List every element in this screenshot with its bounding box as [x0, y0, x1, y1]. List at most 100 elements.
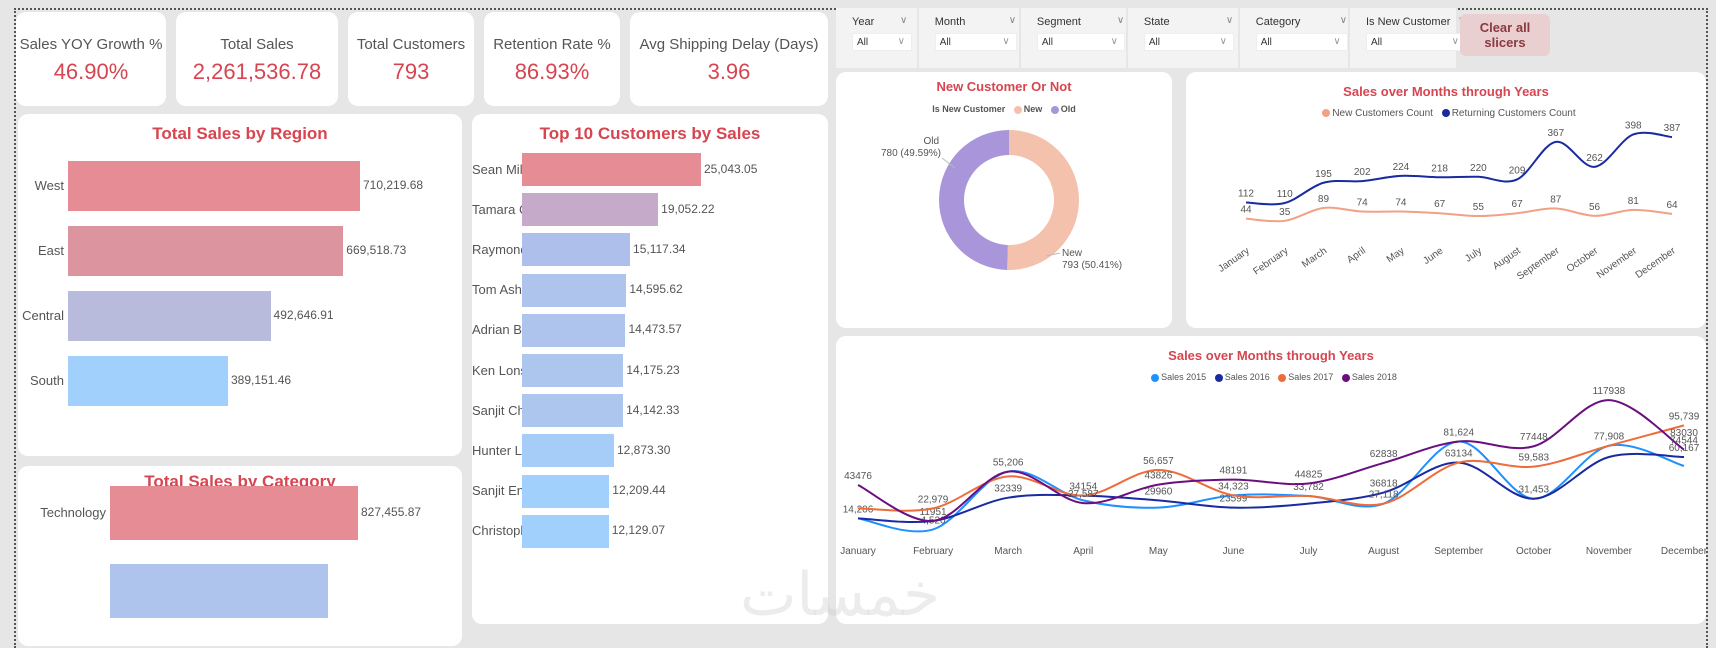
data-label: 27,118 — [1369, 490, 1399, 501]
legend-label[interactable]: New Customers Count — [1332, 108, 1433, 119]
data-label: 74544 — [1670, 436, 1698, 447]
slicer-dropdown[interactable]: All ∨ — [1143, 33, 1234, 51]
legend-dot-new — [1013, 105, 1022, 114]
data-label: 32339 — [994, 484, 1022, 495]
customers-line-card: Sales over Months through Years New Cust… — [1186, 72, 1706, 328]
slicer-label: Segment — [1036, 16, 1081, 28]
legend-label-new[interactable]: New — [1023, 104, 1043, 114]
chevron-down-icon: ∨ — [1333, 36, 1341, 47]
slicer-segment[interactable]: Segment ∨ All ∨ — [1021, 8, 1128, 68]
data-label: 367 — [1547, 128, 1564, 139]
legend-label[interactable]: Sales 2018 — [1351, 372, 1397, 382]
chevron-down-icon: ∨ — [1002, 36, 1010, 47]
bar-value-label: 389,151.46 — [230, 373, 292, 387]
bar[interactable] — [522, 273, 627, 307]
data-label: 224 — [1393, 162, 1410, 173]
x-axis-tick-label: September — [1434, 546, 1484, 557]
bar[interactable] — [522, 193, 659, 227]
legend-label[interactable]: Sales 2017 — [1288, 372, 1334, 382]
bar[interactable] — [522, 153, 701, 186]
donut-leader-line — [941, 157, 956, 169]
top10-chart-card: Top 10 Customers by Sales Sean Miller 25,… — [472, 114, 828, 624]
series-line-sales-2016[interactable] — [857, 452, 1685, 524]
data-label: 44825 — [1295, 469, 1323, 480]
kpi-value: 86.93% — [514, 59, 590, 84]
chevron-down-icon[interactable]: ∨ — [900, 15, 908, 26]
series-line-new-customers-count[interactable] — [1245, 206, 1673, 223]
bar-category-label: Sanjit Chand — [472, 402, 547, 418]
data-label: 74 — [1395, 198, 1407, 209]
slicer-bar: Year ∨ All ∨ Month ∨ All ∨ Segment ∨ All ∨ … — [836, 8, 1466, 68]
customers-line-legend: New Customers Count Returning Customers … — [1186, 108, 1706, 119]
donut-slice-old[interactable] — [939, 130, 1009, 270]
chevron-down-icon[interactable]: ∨ — [1116, 15, 1125, 26]
x-axis-tick-label: June — [1223, 546, 1245, 557]
legend-dot — [1214, 373, 1223, 382]
bar[interactable] — [110, 564, 329, 618]
slicer-dropdown[interactable]: All ∨ — [852, 33, 912, 51]
slicer-dropdown[interactable]: All ∨ — [1366, 33, 1466, 51]
bar-value-label: 14,473.57 — [628, 322, 682, 337]
bar-category-label: East — [37, 243, 64, 258]
bar[interactable] — [522, 394, 624, 428]
x-axis-tick-label: November — [1595, 245, 1640, 281]
bar-category-label: Technology — [40, 505, 106, 520]
chevron-down-icon[interactable]: ∨ — [1008, 15, 1017, 26]
slicer-value: All — [857, 37, 869, 48]
x-axis-tick-label: May — [1149, 546, 1168, 557]
bar[interactable] — [522, 474, 610, 508]
region-chart-card: Total Sales by Region West 710,219.68 East… — [18, 114, 462, 456]
x-axis-tick-label: October — [1516, 546, 1552, 557]
customers-line-svg: 44 35 89 74 74 67 55 67 87 56 81 64 112 110 195 202 224 2… — [1216, 120, 1681, 282]
slicer-year[interactable]: Year ∨ All ∨ — [836, 8, 919, 68]
bar[interactable] — [522, 233, 631, 267]
slicer-month[interactable]: Month ∨ All ∨ — [919, 8, 1021, 68]
kpi-card-total-customers: Total Customers 793 — [348, 12, 474, 106]
x-axis-tick-label: July — [1300, 546, 1318, 557]
slicer-dropdown[interactable]: All ∨ — [1036, 33, 1125, 51]
sales-line-card: Sales over Months through Years Sales 20… — [836, 336, 1706, 624]
donut-label-value: 793 (50.41%) — [1062, 260, 1122, 271]
bar[interactable] — [68, 291, 271, 341]
bar-value-label: 710,219.68 — [363, 178, 424, 192]
data-label: 387 — [1664, 123, 1681, 134]
legend-label[interactable]: Sales 2015 — [1161, 372, 1207, 382]
chevron-down-icon[interactable]: ∨ — [1339, 15, 1348, 26]
bar-category-label: Adrian Barton — [472, 322, 552, 338]
data-label: 195 — [1315, 169, 1332, 180]
legend-dot — [1151, 373, 1160, 382]
slicer-category[interactable]: Category ∨ All ∨ — [1240, 8, 1350, 68]
legend-label-old[interactable]: Old — [1060, 104, 1076, 114]
slicer-is-new-customer[interactable]: Is New Customer ∨ All ∨ — [1350, 8, 1466, 68]
data-label: 43476 — [844, 471, 872, 482]
series-line-sales-2017[interactable] — [857, 424, 1685, 512]
legend-dot — [1278, 373, 1287, 382]
bar[interactable] — [522, 434, 614, 468]
bar[interactable] — [522, 354, 624, 387]
bar[interactable] — [110, 486, 358, 540]
donut-slice-new[interactable] — [1007, 130, 1079, 270]
kpi-label: Sales YOY Growth % — [19, 36, 163, 53]
bar[interactable] — [68, 161, 360, 211]
bar[interactable] — [522, 514, 609, 548]
series-line-returning-customers-count[interactable] — [1245, 131, 1673, 206]
legend-label[interactable]: Sales 2016 — [1224, 372, 1270, 382]
x-axis-tick-label: April — [1345, 245, 1368, 265]
chevron-down-icon: ∨ — [1110, 36, 1118, 47]
clear-all-slicers-button[interactable]: Clear all slicers — [1460, 14, 1550, 56]
legend-label[interactable]: Returning Customers Count — [1451, 108, 1576, 119]
chevron-down-icon[interactable]: ∨ — [1225, 15, 1234, 26]
slicer-dropdown[interactable]: All ∨ — [934, 33, 1017, 51]
series-line-sales-2018[interactable] — [857, 399, 1685, 522]
bar[interactable] — [68, 356, 228, 406]
slicer-state[interactable]: State ∨ All ∨ — [1128, 8, 1240, 68]
bar-category-label: Tamara Chand — [472, 201, 558, 217]
chevron-down-icon: ∨ — [897, 36, 905, 47]
data-label: 55 — [1473, 202, 1485, 213]
x-axis-tick-label: July — [1463, 245, 1484, 264]
bar[interactable] — [522, 313, 626, 347]
bar[interactable] — [68, 226, 344, 276]
x-axis-tick-label: January — [1216, 245, 1251, 274]
slicer-dropdown[interactable]: All ∨ — [1255, 33, 1348, 51]
data-label: 218 — [1431, 163, 1448, 174]
